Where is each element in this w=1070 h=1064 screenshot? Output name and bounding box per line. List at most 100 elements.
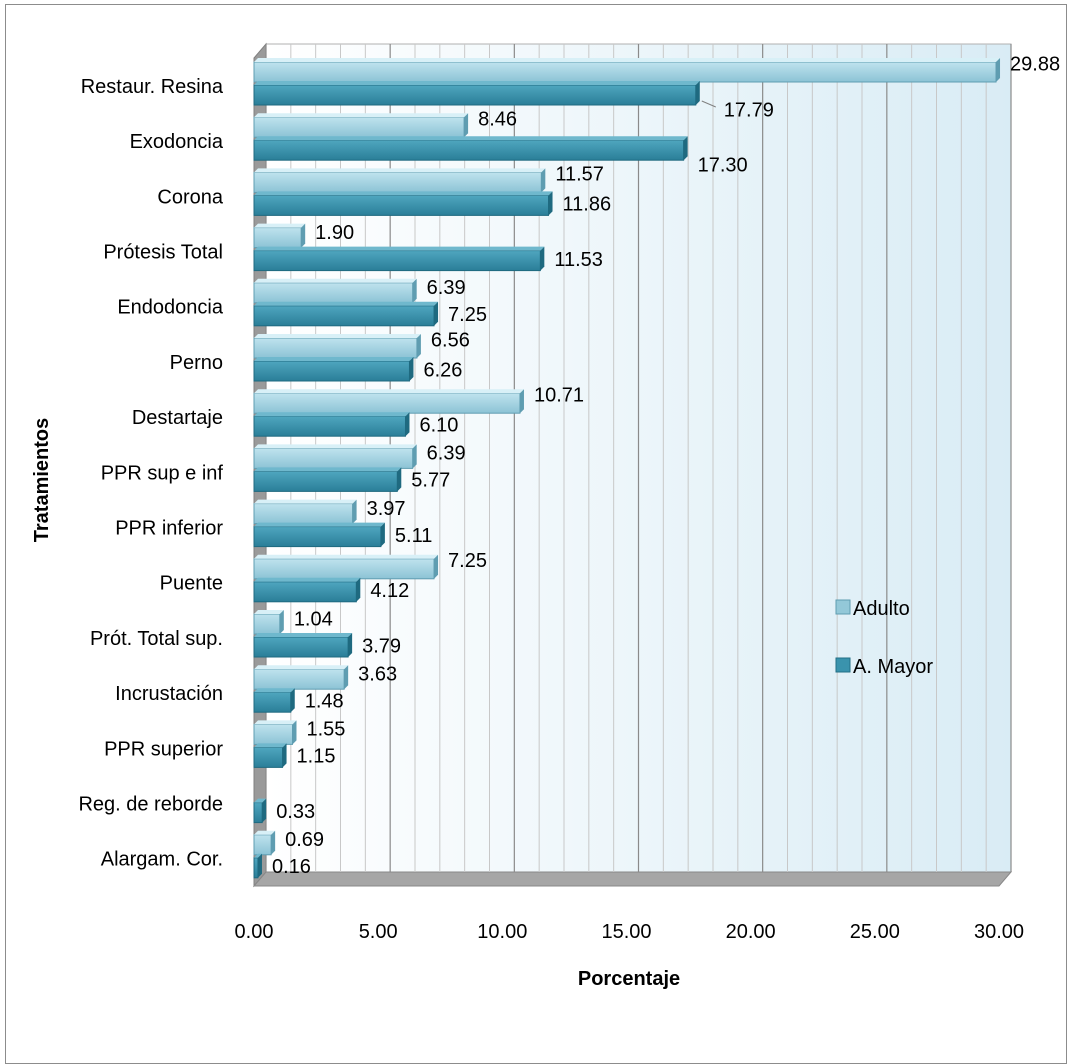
bar-front [253,691,292,713]
bar [253,136,688,161]
x-tick-label: 5.00 [359,921,398,943]
bar-top [254,688,295,693]
legend: Adulto A. Mayor [835,598,933,678]
bar-side [262,798,267,823]
bar-top [254,522,385,527]
bar-side [356,577,361,602]
category-label: Destartaje [132,407,223,429]
bar-top [254,168,546,173]
bar-top [254,720,297,725]
bar-top [254,830,276,835]
bar-front [253,116,465,138]
bar [253,168,546,193]
bar-front [253,668,345,690]
bar-side [290,688,295,713]
value-label: 11.53 [554,249,603,271]
bar-top [254,334,421,338]
legend-swatch-adulto [835,599,851,615]
bar-side [996,58,1001,82]
value-label: 1.48 [305,690,344,712]
bar-top [254,357,414,361]
bar [253,246,545,272]
value-label: 6.39 [427,443,466,465]
bar-front [253,139,685,161]
bar-top [254,113,469,118]
bar-front [253,337,418,359]
bar [253,610,284,635]
category-label: Corona [157,186,223,208]
bar-side [548,191,553,216]
value-label: 10.71 [534,384,584,406]
bar-top [254,136,688,141]
category-label: Perno [170,352,223,374]
value-label: 6.39 [427,277,466,299]
category-label: Reg. de reborde [78,793,223,815]
value-label: 29.88 [1010,53,1060,75]
value-label: 4.12 [370,580,409,602]
bar [253,58,1001,83]
bar-side [464,113,469,138]
value-label: 6.10 [419,414,458,436]
bar-top [254,412,410,417]
bar-front [253,503,354,525]
bar-top [254,467,402,472]
bar-side [683,136,688,161]
value-label: 5.77 [411,470,450,492]
y-axis-title: Tratamientos [31,418,53,542]
bar-side [540,246,545,271]
bar-top [254,665,349,670]
value-label: 1.04 [294,608,333,630]
bar [253,522,385,548]
bar [253,334,421,359]
bar-side [282,743,287,768]
value-label: 3.63 [358,663,397,685]
bar-side [271,830,276,855]
bar [253,357,414,382]
category-label: Exodoncia [130,131,224,153]
floor [252,871,1013,887]
bar [253,223,306,249]
bar [253,467,402,492]
value-label: 7.25 [448,550,487,572]
bar-top [254,389,524,394]
bar-front [253,581,357,603]
bar-front [253,194,550,216]
value-labels: 29.88 17.79 8.46 17.30 11.57 11.86 1.90 11.53 6.… [272,53,1060,878]
bar-top [254,301,439,306]
bar-side [519,389,524,414]
category-label: Incrustación [115,683,223,705]
bar [253,301,439,327]
category-label: Puente [160,573,223,595]
value-label: 7.25 [448,304,487,326]
category-label: PPR sup e inf [101,462,224,484]
value-label: 5.11 [395,525,432,547]
bar [253,743,287,768]
bar-front [253,834,272,856]
bar [253,830,276,856]
bar-side [279,610,284,634]
bar-front [253,360,410,382]
bar [253,81,700,106]
value-label: 0.16 [272,856,311,878]
value-label: 0.33 [276,801,315,823]
x-axis-title: Porcentaje [578,968,680,990]
x-tick-label: 0.00 [235,921,274,943]
category-label: PPR inferior [115,517,223,539]
bar-front [253,746,284,768]
bar-side [412,278,417,303]
bar-side [380,522,385,547]
category-label: Alargam. Cor. [101,849,223,871]
bar-top [254,743,287,748]
bar-front [253,305,435,327]
bar-front [253,857,259,879]
bar-side [257,853,262,878]
category-label: Restaur. Resina [81,76,224,98]
bar-side [695,81,700,105]
value-label: 11.86 [563,194,612,216]
value-label: 17.30 [698,154,748,176]
category-label: PPR superior [104,738,223,760]
bar-top [254,798,267,803]
bar-top [254,554,439,559]
bar-side [344,665,349,690]
value-label: 6.26 [423,359,462,381]
